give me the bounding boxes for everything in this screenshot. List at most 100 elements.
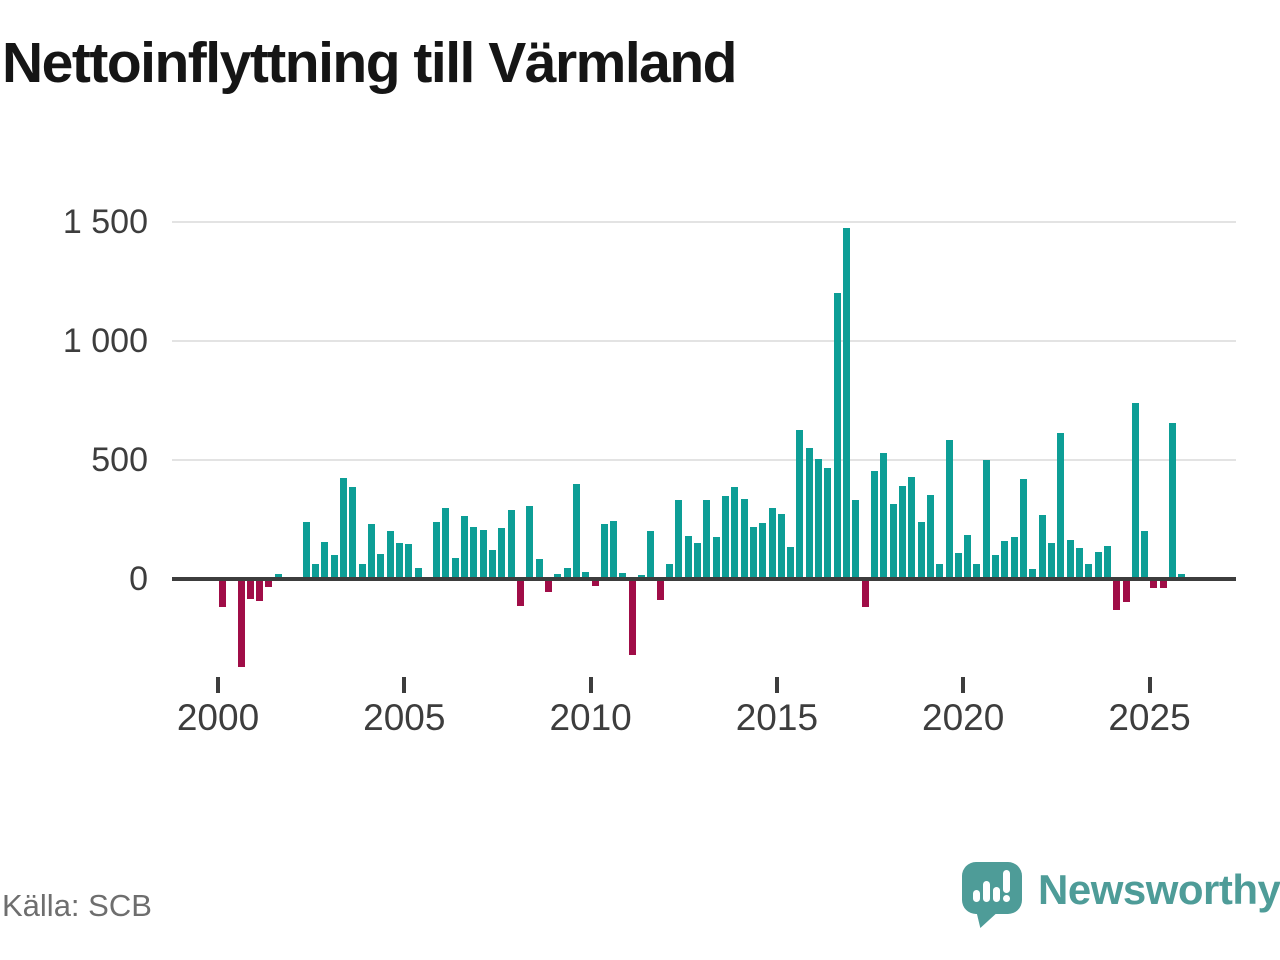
bar-2001-q2 <box>265 581 273 587</box>
bar-2008-q2 <box>526 506 534 579</box>
bar-2025-q2 <box>1159 581 1167 589</box>
bar-2004-q3 <box>386 531 394 579</box>
logo-bar-3 <box>993 887 1000 902</box>
bar-2023-q3 <box>1094 551 1102 579</box>
bar-2005-q2 <box>414 568 422 579</box>
bar-2010-q2 <box>600 524 608 579</box>
bar-2013-q1 <box>703 500 711 579</box>
bar-2018-q2 <box>898 486 906 579</box>
bar-2002-q4 <box>321 542 329 579</box>
bar-2007-q3 <box>498 527 506 579</box>
bar-2001-q3 <box>274 574 282 579</box>
bar-2018-q1 <box>889 504 897 579</box>
bar-2015-q2 <box>787 546 795 579</box>
bar-2020-q2 <box>973 563 981 579</box>
bar-2009-q4 <box>582 571 590 579</box>
bar-2011-q3 <box>647 531 655 579</box>
bar-2023-q2 <box>1085 563 1093 579</box>
bar-2012-q3 <box>684 536 692 579</box>
bar-2013-q4 <box>731 487 739 579</box>
bar-2024-q4 <box>1141 531 1149 579</box>
bar-2005-q1 <box>405 544 413 579</box>
bar-2004-q4 <box>395 543 403 579</box>
bar-2017-q4 <box>880 452 888 579</box>
bar-2000-q3 <box>237 581 245 667</box>
bar-2008-q4 <box>544 581 552 592</box>
bar-2016-q3 <box>833 293 841 579</box>
logo-bar-1 <box>973 890 980 902</box>
bar-2003-q2 <box>340 477 347 579</box>
bar-2024-q2 <box>1122 581 1130 603</box>
logo-speech-tail <box>976 910 1000 928</box>
bar-2010-q1 <box>591 581 599 586</box>
bar-2002-q3 <box>312 563 320 579</box>
bar-2014-q1 <box>740 499 748 579</box>
x-tick-label-2005: 2005 <box>363 697 446 738</box>
bar-2017-q2 <box>861 581 869 608</box>
bar-2007-q2 <box>489 550 497 579</box>
bar-2019-q1 <box>926 494 934 579</box>
bar-2025-q3 <box>1169 423 1177 579</box>
bar-2012-q4 <box>693 543 701 579</box>
bar-2004-q2 <box>377 554 385 579</box>
x-tick-label-2025: 2025 <box>1108 697 1191 738</box>
bar-2011-q1 <box>628 581 636 655</box>
bar-2007-q1 <box>479 530 487 579</box>
bar-2014-q2 <box>749 526 757 579</box>
x-tick-2020 <box>961 677 966 693</box>
y-tick-label-1000: 1 000 <box>62 322 148 360</box>
bar-2012-q2 <box>675 500 683 579</box>
bar-2006-q1 <box>442 507 450 579</box>
bar-2001-q1 <box>256 581 264 602</box>
bar-2019-q3 <box>945 439 953 579</box>
bar-2009-q1 <box>554 574 562 579</box>
bar-2023-q4 <box>1103 545 1111 579</box>
bar-2020-q3 <box>982 460 990 579</box>
logo-bar-2 <box>983 881 990 902</box>
bar-2006-q4 <box>470 526 478 579</box>
bar-2017-q3 <box>870 470 878 579</box>
bar-2002-q2 <box>302 521 310 579</box>
y-tick-label-0: 0 <box>129 560 148 598</box>
x-tick-2010 <box>588 677 593 693</box>
logo-exclamation-bar <box>1003 870 1010 893</box>
x-tick-label-2015: 2015 <box>735 697 819 738</box>
bar-2009-q3 <box>572 483 580 579</box>
source-label: Källa: SCB <box>2 888 152 923</box>
bar-2003-q3 <box>349 487 357 579</box>
bar-2016-q4 <box>843 227 851 579</box>
bar-2008-q1 <box>516 581 524 606</box>
bar-2017-q1 <box>852 500 860 579</box>
bar-2015-q4 <box>805 448 813 579</box>
x-tick-label-2020: 2020 <box>922 697 1005 738</box>
bar-2021-q3 <box>1020 479 1028 579</box>
bar-2010-q3 <box>610 520 618 579</box>
x-tick-2015 <box>774 677 779 693</box>
bar-2022-q1 <box>1038 514 1046 579</box>
bar-2013-q2 <box>712 537 720 579</box>
bar-2024-q3 <box>1131 402 1139 579</box>
bar-2021-q1 <box>1001 540 1009 579</box>
x-tick-2000 <box>216 677 220 693</box>
bar-2004-q1 <box>367 524 375 579</box>
x-tick-label-2000: 2000 <box>176 697 260 738</box>
bar-2007-q4 <box>507 509 515 579</box>
bar-2011-q4 <box>656 581 664 601</box>
bar-2000-q1 <box>218 581 226 608</box>
bar-2016-q2 <box>824 468 832 579</box>
bar-2005-q4 <box>433 521 441 579</box>
bar-2024-q1 <box>1113 581 1121 610</box>
bar-2014-q4 <box>768 507 776 579</box>
bar-2018-q4 <box>917 521 925 579</box>
bar-2000-q4 <box>246 581 254 599</box>
chart-title: Nettoinflyttning till Värmland <box>2 31 738 95</box>
logo-exclamation-dot <box>1003 895 1010 902</box>
bar-2012-q1 <box>666 563 674 579</box>
x-axis-zero-line <box>172 577 1236 581</box>
bar-2020-q4 <box>992 555 1000 579</box>
y-tick-label-500: 500 <box>91 441 148 479</box>
bar-2019-q4 <box>954 552 962 579</box>
bar-2018-q3 <box>908 476 916 579</box>
bar-2008-q3 <box>535 558 543 579</box>
bar-2009-q2 <box>563 568 571 579</box>
